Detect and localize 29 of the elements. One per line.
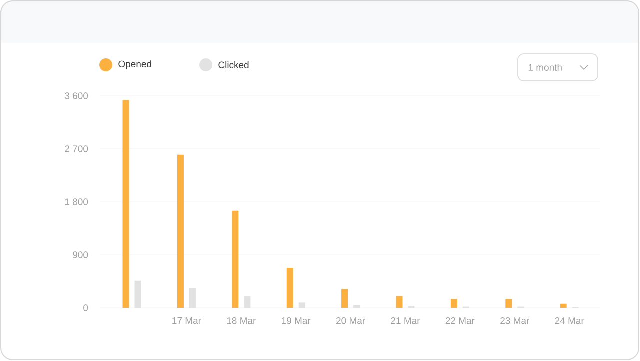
x-tick-label: 18 Mar: [227, 318, 256, 324]
legend-label: Clicked: [218, 62, 249, 68]
bar: [122, 100, 130, 308]
x-tick-label: 24 Mar: [555, 318, 584, 324]
x-tick-label: 17 Mar: [172, 318, 202, 324]
y-tick-label: 0: [84, 304, 88, 312]
y-tick-label: 1 800: [65, 198, 88, 206]
x-tick-label: 23 Mar: [500, 318, 530, 324]
bar: [286, 268, 294, 308]
x-tick-label: 20 Mar: [336, 318, 366, 324]
x-tick-label: 19 Mar: [282, 318, 311, 324]
y-tick-label: 3 600: [65, 92, 88, 100]
text: 1 month: [528, 64, 562, 71]
bar: [134, 280, 142, 308]
bar: [342, 289, 348, 308]
bar: [232, 210, 239, 308]
x-tick-label: 21 Mar: [391, 318, 420, 324]
bar: [396, 296, 403, 308]
bar: [298, 302, 306, 308]
legend-label: Opened: [118, 60, 152, 70]
x-tick-label: 22 Mar: [446, 318, 475, 324]
y-tick-label: 2 700: [65, 146, 88, 152]
bar: [177, 154, 184, 308]
bar: [560, 304, 567, 308]
bar: [506, 299, 512, 308]
bar: [450, 299, 458, 308]
y-tick-label: 900: [73, 252, 88, 258]
bar: [189, 288, 196, 308]
bar: [244, 296, 251, 308]
